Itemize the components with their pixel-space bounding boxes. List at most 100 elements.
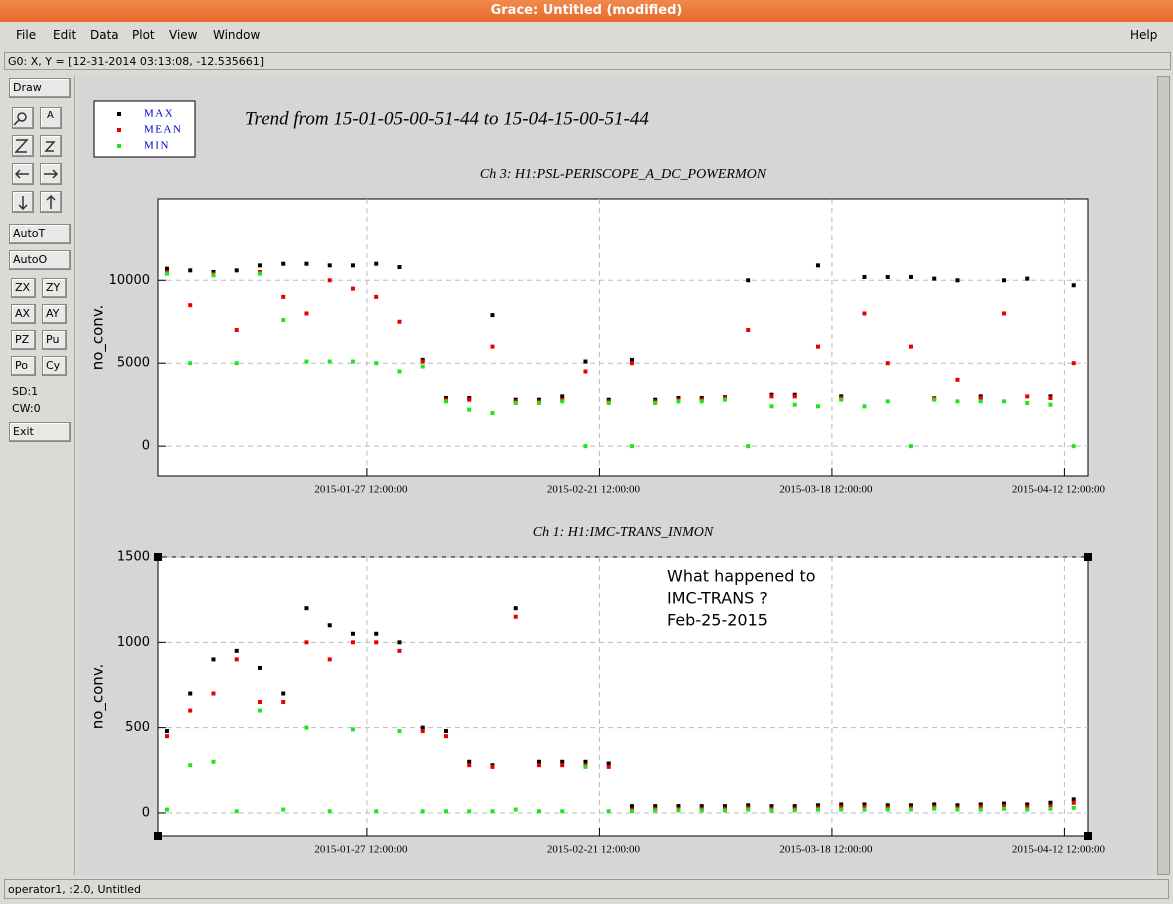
data-point — [1071, 800, 1076, 805]
data-point — [746, 278, 751, 283]
draw-button[interactable]: Draw — [9, 78, 71, 98]
data-point — [839, 807, 844, 812]
zoom-button[interactable] — [12, 107, 34, 129]
data-point — [490, 809, 495, 814]
data-point — [955, 377, 960, 382]
tool-button[interactable]: PZ — [11, 330, 36, 350]
data-point — [420, 729, 425, 734]
data-point — [327, 623, 332, 628]
data-point — [885, 361, 890, 366]
menu-item[interactable]: Data — [90, 28, 119, 42]
data-point — [188, 303, 193, 308]
data-point — [885, 807, 890, 812]
x-tick-label: 2015-02-21 12:00:00 — [547, 844, 641, 856]
menu-item[interactable]: Edit — [53, 28, 77, 42]
data-point — [862, 802, 867, 807]
plot-title: Trend from 15-01-05-00-51-44 to 15-04-15… — [245, 108, 649, 129]
data-point — [304, 606, 309, 611]
data-point — [583, 444, 588, 449]
y-axis-label: no_conv. — [89, 305, 108, 371]
menu-item[interactable]: View — [169, 28, 198, 42]
data-point — [1001, 804, 1006, 809]
data-point — [211, 759, 216, 764]
data-point — [513, 401, 518, 406]
tool-button[interactable]: Po — [11, 356, 36, 376]
tool-button[interactable]: ZX — [11, 278, 36, 298]
data-point — [722, 808, 727, 813]
chart-title: Ch 1: H1:IMC-TRANS_INMON — [533, 525, 714, 540]
selection-handle — [1084, 832, 1092, 840]
data-point — [583, 764, 588, 769]
data-point — [560, 809, 565, 814]
x-tick-label: 2015-04-12 12:00:00 — [1012, 484, 1106, 496]
annotation: Feb-25-2015 — [667, 611, 768, 630]
menu-item[interactable]: File — [16, 28, 37, 42]
y-tick-label: 0 — [142, 439, 150, 454]
data-point — [467, 407, 472, 412]
data-point — [629, 444, 634, 449]
data-point — [234, 657, 239, 662]
tool-button[interactable]: AX — [11, 304, 36, 324]
data-point — [234, 361, 239, 366]
tool-button[interactable]: Cy — [42, 356, 67, 376]
menu-item[interactable]: Help — [1130, 28, 1158, 42]
data-point — [769, 404, 774, 409]
data-point — [420, 359, 425, 364]
data-point — [164, 271, 169, 276]
data-point — [281, 700, 286, 705]
tool-button[interactable]: ZY — [42, 278, 67, 298]
data-point — [932, 276, 937, 281]
data-point — [257, 271, 262, 276]
data-point — [955, 278, 960, 283]
toolbar: Draw AutoT AutoO ZX ZY AX AY PZ Pu Po Cy… — [4, 75, 75, 875]
data-point — [978, 804, 983, 809]
y-tick-label: 1500 — [117, 550, 150, 565]
data-point — [606, 401, 611, 406]
tool-button[interactable]: AY — [42, 304, 67, 324]
y-tick-label: 0 — [142, 805, 150, 820]
data-point — [1001, 311, 1006, 316]
data-point — [1071, 283, 1076, 288]
y-tick-label: 1000 — [117, 635, 150, 650]
data-point — [1071, 361, 1076, 366]
data-point — [722, 804, 727, 809]
data-point — [955, 807, 960, 812]
data-point — [397, 729, 402, 734]
data-point — [374, 631, 379, 636]
data-point — [815, 807, 820, 812]
data-point — [467, 763, 472, 768]
data-point — [583, 759, 588, 764]
data-point — [327, 657, 332, 662]
data-point — [955, 399, 960, 404]
data-point — [211, 657, 216, 662]
data-point — [350, 359, 355, 364]
autot-button[interactable]: AutoT — [9, 224, 71, 244]
tool-button[interactable]: Pu — [42, 330, 67, 350]
data-point — [304, 261, 309, 266]
data-point — [932, 802, 937, 807]
data-point — [583, 359, 588, 364]
y-axis-label: no_conv. — [89, 664, 108, 730]
cw-label: CW:0 — [12, 402, 41, 415]
data-point — [257, 665, 262, 670]
plot-area — [157, 556, 1089, 837]
menu-item[interactable]: Window — [213, 28, 261, 42]
data-point — [908, 344, 913, 349]
exit-button[interactable]: Exit — [9, 422, 71, 442]
data-point — [978, 807, 983, 812]
data-point — [746, 803, 751, 808]
text-button[interactable] — [40, 107, 62, 129]
menu-item[interactable]: Plot — [132, 28, 155, 42]
data-point — [676, 399, 681, 404]
scrollbar[interactable] — [1157, 76, 1170, 875]
data-point — [536, 763, 541, 768]
legend-label: MIN — [144, 140, 170, 152]
data-point — [467, 397, 472, 402]
data-point — [443, 729, 448, 734]
legend-label: MAX — [144, 108, 174, 120]
autoo-button[interactable]: AutoO — [9, 250, 71, 270]
data-point — [443, 809, 448, 814]
data-point — [397, 648, 402, 653]
data-point — [629, 361, 634, 366]
